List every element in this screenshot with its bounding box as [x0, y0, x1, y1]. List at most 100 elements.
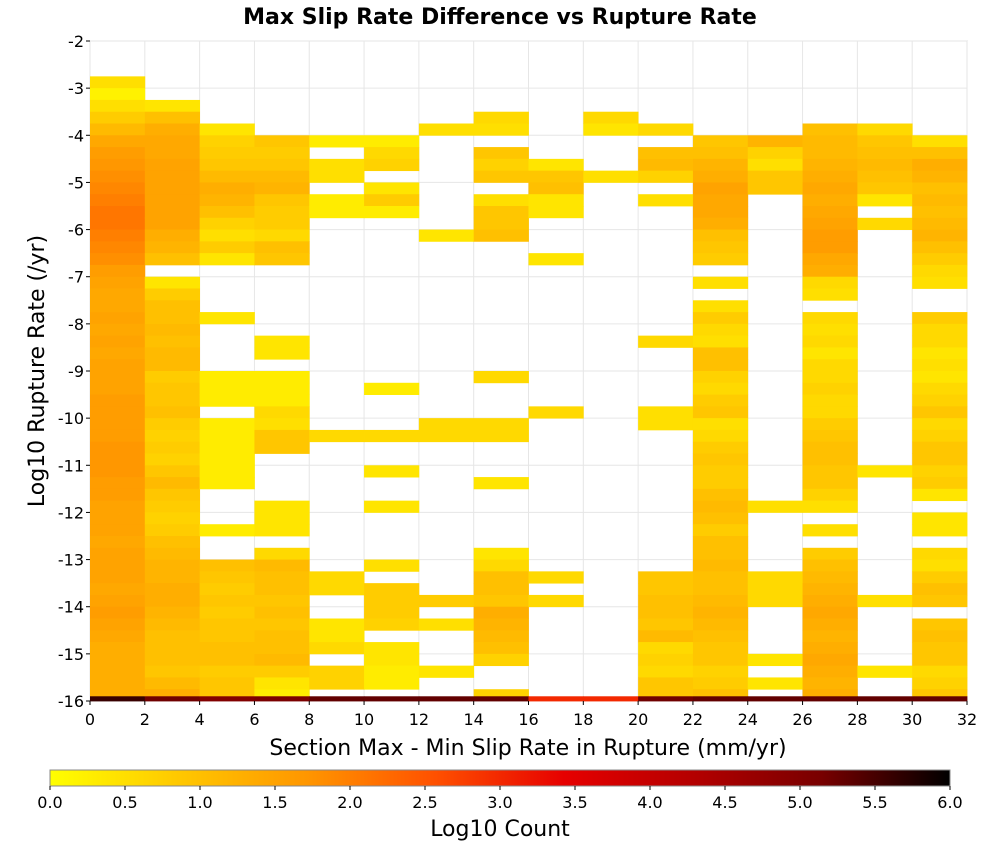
heatmap-cell — [912, 453, 968, 466]
heatmap-cell — [90, 618, 146, 631]
heatmap-cell — [692, 147, 749, 160]
colorbar-tick-label: 4.5 — [712, 793, 737, 812]
y-tick-label: -9 — [68, 362, 84, 381]
heatmap-cell — [254, 653, 310, 667]
heatmap-cell — [638, 583, 694, 596]
heatmap-cell — [692, 465, 749, 478]
heatmap-cell — [528, 406, 584, 419]
heatmap-cell — [199, 677, 255, 690]
heatmap-cell — [90, 559, 146, 572]
heatmap-cell — [857, 170, 913, 183]
heatmap-cell — [364, 653, 420, 667]
colorbar-tick-label: 2.5 — [412, 793, 437, 812]
heatmap-cell — [473, 583, 529, 596]
y-tick-label: -6 — [68, 221, 84, 240]
heatmap-cell — [857, 123, 913, 136]
heatmap-cell — [309, 665, 365, 678]
heatmap-cell — [199, 642, 255, 655]
heatmap-cell — [912, 170, 968, 183]
heatmap-cell — [90, 547, 146, 560]
heatmap-cell — [199, 653, 255, 667]
heatmap-cell — [802, 371, 858, 384]
heatmap-cell — [254, 158, 310, 172]
y-tick-label: -16 — [58, 692, 84, 711]
heatmap-cell — [912, 312, 968, 325]
heatmap-cell — [144, 441, 201, 454]
heatmap-cell — [90, 264, 146, 278]
heatmap-cell — [802, 382, 858, 395]
heatmap-cell — [254, 253, 310, 266]
heatmap-cell — [90, 312, 146, 325]
heatmap-cell — [254, 630, 310, 643]
x-tick-label: 26 — [792, 710, 812, 729]
heatmap-cell — [912, 689, 968, 697]
colorbar — [49, 769, 951, 787]
heatmap-cell — [199, 312, 255, 325]
heatmap-cell — [638, 194, 694, 207]
heatmap-cell — [692, 488, 749, 502]
heatmap-cell — [364, 677, 420, 690]
heatmap-cell — [144, 300, 201, 313]
heatmap-cell — [802, 335, 858, 348]
heatmap-cell — [912, 465, 968, 478]
heatmap-cell — [802, 618, 858, 631]
heatmap-cell — [90, 206, 146, 219]
heatmap-cell — [90, 217, 146, 230]
heatmap-cell — [254, 594, 310, 608]
heatmap-cell — [254, 147, 310, 160]
heatmap-cell — [473, 642, 529, 655]
heatmap-cell — [692, 276, 749, 289]
heatmap-cell — [418, 665, 475, 678]
heatmap-cell — [90, 371, 146, 384]
heatmap-cell — [254, 347, 310, 360]
heatmap-cell — [473, 547, 529, 560]
heatmap-cell — [254, 406, 310, 419]
heatmap-cell — [144, 288, 201, 301]
heatmap-cell — [747, 170, 803, 183]
heatmap-cell — [309, 583, 365, 596]
heatmap-cell — [309, 677, 365, 690]
heatmap-cell — [90, 147, 146, 160]
heatmap-cell — [747, 500, 803, 513]
heatmap-cell — [583, 170, 639, 183]
heatmap-cell — [144, 559, 201, 572]
heatmap-cell — [144, 571, 201, 584]
heatmap-cell — [802, 583, 858, 596]
heatmap-cell — [638, 677, 694, 690]
colorbar-tick-label: 5.5 — [862, 793, 887, 812]
heatmap-cell — [692, 547, 749, 560]
heatmap-cell — [912, 429, 968, 443]
heatmap-cell — [912, 135, 968, 148]
heatmap-cell — [254, 524, 310, 537]
heatmap-cell — [912, 488, 968, 502]
heatmap-cell — [364, 182, 420, 195]
heatmap-cell — [199, 158, 255, 172]
heatmap-cell — [144, 547, 201, 560]
heatmap-cell — [90, 88, 146, 101]
heatmap-cell — [473, 594, 529, 608]
heatmap-cell — [473, 147, 529, 160]
x-tick-label: 6 — [249, 710, 259, 729]
heatmap-cell — [254, 217, 310, 230]
colorbar-tick-label: 4.0 — [637, 793, 662, 812]
heatmap-cell — [254, 606, 310, 619]
heatmap-cell — [254, 642, 310, 655]
heatmap-cell — [692, 630, 749, 643]
heatmap-cell — [364, 618, 420, 631]
heatmap-cell — [638, 665, 694, 678]
heatmap-cell — [802, 147, 858, 160]
heatmap-cell — [912, 347, 968, 360]
heatmap-cell — [144, 418, 201, 431]
heatmap-cell — [418, 594, 475, 608]
heatmap-cell — [144, 512, 201, 525]
heatmap-cell — [912, 512, 968, 525]
heatmap-cell — [90, 276, 146, 289]
heatmap-cell — [144, 630, 201, 643]
heatmap-cell — [802, 677, 858, 690]
heatmap-cell — [638, 606, 694, 619]
colorbar-tick-label: 2.0 — [337, 793, 362, 812]
heatmap-cell — [364, 206, 420, 219]
heatmap-cell — [309, 135, 365, 148]
heatmap-cell — [802, 253, 858, 266]
colorbar-tick-label: 1.5 — [262, 793, 287, 812]
